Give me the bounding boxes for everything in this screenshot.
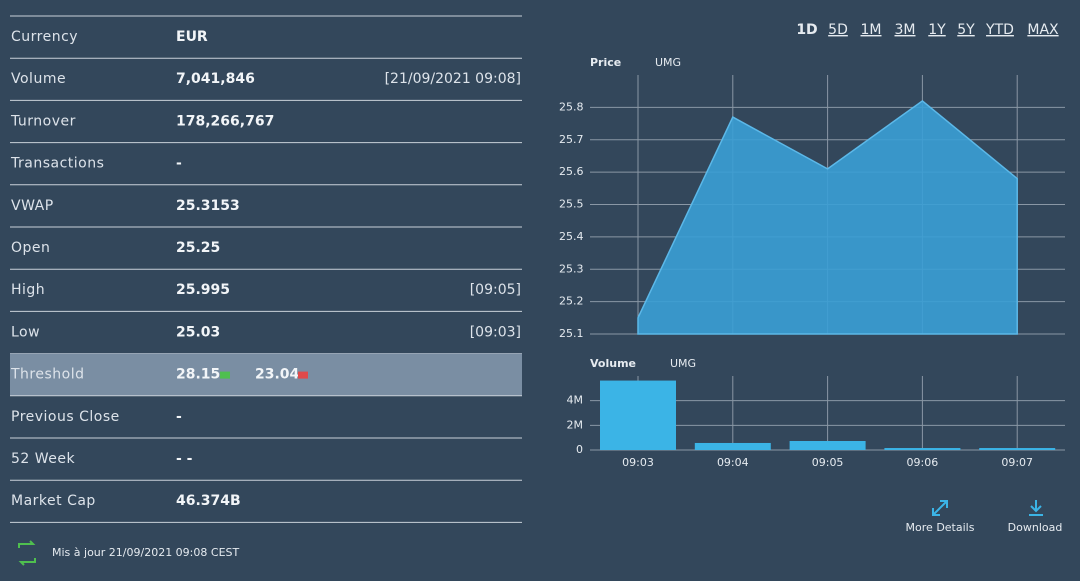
refresh-icon[interactable] — [18, 540, 36, 566]
period-tab[interactable]: MAX — [1027, 22, 1059, 38]
period-tab[interactable]: 1Y — [928, 22, 946, 38]
row-value: 25.995 — [176, 282, 230, 298]
footer: Mis à jour 21/09/2021 09:08 CEST — [18, 540, 239, 566]
expand-icon — [932, 500, 948, 516]
row-label: High — [11, 282, 45, 298]
download-icon — [1029, 500, 1043, 516]
action-label[interactable]: Download — [1008, 521, 1063, 534]
row-value: 7,041,846 — [176, 71, 255, 87]
row-value: 25.03 — [176, 324, 220, 340]
updated-text: Mis à jour 21/09/2021 09:08 CEST — [52, 546, 239, 559]
up-badge — [220, 371, 230, 379]
period-tab[interactable]: 3M — [895, 22, 916, 38]
chart-subtitle: UMG — [670, 357, 696, 370]
y-tick-label: 25.2 — [559, 295, 584, 308]
y-tick-label: 2M — [567, 418, 584, 431]
y-tick-label: 25.3 — [559, 262, 584, 275]
row-value: 25.25 — [176, 240, 220, 256]
chart-subtitle: UMG — [655, 56, 681, 69]
volume-chart: Volume UMG 0 2M 4M 09:03 09:04 09:05 09:06 09:0… — [567, 357, 1065, 469]
row-label: 52 Week — [11, 451, 76, 467]
action-label[interactable]: More Details — [906, 521, 975, 534]
y-tick-label: 25.6 — [559, 165, 584, 178]
download-button[interactable]: Download — [1008, 500, 1063, 534]
row-label: Currency — [11, 29, 78, 45]
row-value: 28.15 — [176, 367, 220, 383]
period-tabs: 1D 5D 1M 3M 1Y 5Y YTD MAX — [796, 22, 1059, 38]
row-value: - - — [176, 451, 193, 467]
row-value: 46.374B — [176, 493, 241, 509]
x-tick-label: 09:04 — [717, 456, 749, 469]
period-tab[interactable]: 1M — [861, 22, 882, 38]
x-tick-label: 09:07 — [1001, 456, 1033, 469]
row-label: Market Cap — [11, 493, 96, 509]
row-label: Transactions — [10, 156, 104, 172]
price-chart: Price UMG 25.1 25.2 25.3 25.4 25.5 25.6 25.7 25… — [559, 56, 1065, 340]
volume-bar — [600, 380, 676, 450]
period-tab[interactable]: 5D — [828, 22, 848, 38]
y-tick-label: 0 — [576, 443, 583, 456]
row-highlight — [10, 353, 522, 396]
down-badge — [298, 371, 308, 379]
price-area — [637, 99, 1018, 335]
x-tick-label: 09:03 — [622, 456, 654, 469]
period-tab[interactable]: 1D — [796, 22, 817, 38]
period-tab[interactable]: YTD — [985, 22, 1014, 38]
row-label: Low — [11, 324, 40, 340]
row-value: EUR — [176, 29, 208, 45]
y-tick-label: 25.7 — [559, 133, 584, 146]
period-tab[interactable]: 5Y — [957, 22, 975, 38]
row-label: Open — [11, 240, 50, 256]
more-details-button[interactable]: More Details — [906, 500, 975, 534]
volume-bar — [884, 448, 961, 450]
row-value: - — [176, 409, 182, 425]
row-value: 25.3153 — [176, 198, 240, 214]
row-value: - — [176, 156, 182, 172]
row-label: Threshold — [10, 367, 85, 383]
row-value: 178,266,767 — [176, 113, 274, 129]
row-label: Previous Close — [11, 409, 120, 425]
volume-bar — [789, 440, 866, 450]
row-label: Volume — [11, 71, 66, 87]
x-tick-label: 09:06 — [907, 456, 939, 469]
chart-title: Price — [590, 56, 621, 69]
row-label: VWAP — [11, 198, 54, 214]
volume-bar — [694, 442, 771, 450]
row-label: Turnover — [10, 113, 76, 129]
chart-title: Volume — [590, 357, 636, 370]
y-tick-label: 25.4 — [559, 230, 584, 243]
row-note: [21/09/2021 09:08] — [385, 71, 521, 87]
x-tick-label: 09:05 — [812, 456, 844, 469]
y-tick-label: 25.5 — [559, 198, 584, 211]
y-tick-label: 4M — [567, 394, 584, 407]
row-note: [09:03] — [470, 324, 521, 340]
row-value: 23.04 — [255, 367, 300, 383]
y-tick-label: 25.1 — [559, 327, 584, 340]
quote-table: Currency EUR Volume 7,041,846 [21/09/2021 09… — [10, 15, 522, 523]
row-note: [09:05] — [470, 282, 521, 298]
volume-bar — [979, 448, 1056, 450]
y-tick-label: 25.8 — [559, 100, 584, 113]
